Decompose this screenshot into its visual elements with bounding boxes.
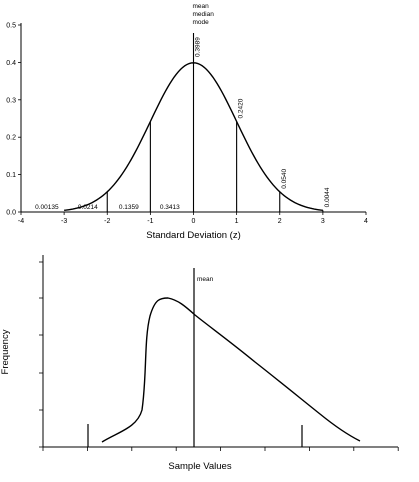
normal-distribution-chart: -4 -3 -2 -1 0 1 2 3 4 0.00.10.20.30.40.5 0.39890… — [6, 3, 368, 241]
bottom-y-axis-title: Frequency — [0, 329, 11, 374]
x-tick-label: -3 — [61, 218, 67, 225]
x-tick-label: -2 — [104, 218, 110, 225]
center-label-mean: mean — [193, 3, 210, 10]
z-lines — [106, 33, 324, 212]
center-label-median: median — [193, 11, 215, 18]
center-label-mode: mode — [193, 19, 210, 26]
y-tick-label: 0.4 — [6, 60, 16, 67]
mean-label: mean — [197, 276, 214, 283]
x-tick-label: -1 — [147, 218, 153, 225]
y-tick-label: 0.3 — [6, 97, 16, 104]
skewed-distribution-chart: mean Sample Values Frequency — [0, 255, 399, 472]
area-label: 0.3413 — [160, 204, 180, 211]
x-tick-label: 4 — [364, 218, 368, 225]
x-tick-label: -4 — [18, 218, 24, 225]
area-label: 0.00135 — [35, 204, 59, 211]
height-label: 0.3989 — [195, 37, 202, 57]
area-label: 0.0214 — [78, 204, 98, 211]
area-label: 0.1359 — [119, 204, 139, 211]
normal-curve — [64, 62, 323, 212]
y-tick-label: 0.5 — [6, 23, 16, 30]
height-label: 0.0540 — [281, 169, 288, 189]
value-labels: 0.3989 0.2420 0.0540 0.0044 0.00135 0.0214 0.1… — [35, 37, 331, 211]
height-label: 0.2420 — [238, 98, 245, 118]
x-tick-label: 2 — [278, 218, 282, 225]
bottom-x-ticks — [42, 447, 399, 451]
x-axis-title: Standard Deviation (z) — [146, 230, 241, 241]
y-tick-label: 0.0 — [6, 210, 16, 217]
bottom-y-ticks — [39, 261, 43, 448]
y-ticks: 0.0 0.1 0.2 0.3 0.4 0.5 — [6, 23, 21, 217]
y-tick-label: 0.1 — [6, 172, 16, 179]
x-tick-label: 0 — [192, 218, 196, 225]
skewed-curve — [101, 297, 361, 443]
bottom-x-axis-title: Sample Values — [168, 461, 231, 472]
x-ticks: -4 -3 -2 -1 0 1 2 3 4 — [18, 212, 368, 225]
x-tick-label: 3 — [321, 218, 325, 225]
x-tick-label: 1 — [235, 218, 239, 225]
y-tick-label: 0.2 — [6, 135, 16, 142]
height-label: 0.0044 — [324, 187, 331, 207]
